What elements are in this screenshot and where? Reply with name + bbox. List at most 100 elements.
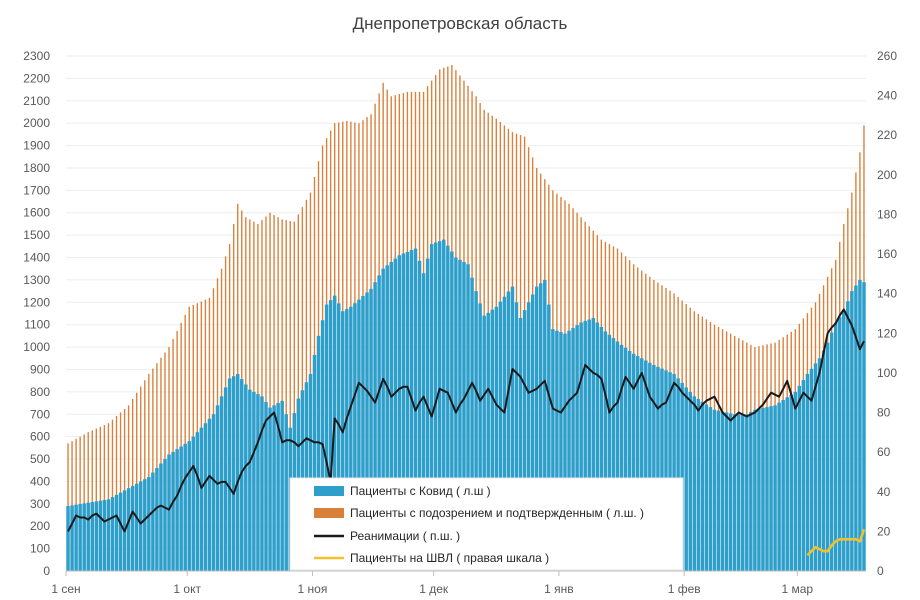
bar-covid (611, 338, 616, 571)
bar-covid (256, 394, 260, 571)
y-right-tick-label: 200 (877, 168, 897, 182)
bar-covid (514, 302, 519, 571)
bar-covid (159, 463, 163, 571)
bar-covid (664, 370, 668, 571)
y-right-tick-label: 120 (877, 326, 897, 340)
bar-covid (583, 320, 587, 571)
y-left-tick-label: 600 (30, 430, 50, 444)
bar-covid (700, 401, 705, 571)
bar-suspected (144, 380, 146, 571)
bar-suspected (297, 214, 300, 571)
bar-covid (854, 285, 858, 571)
legend: Пациенты с Ковид ( л.ш ) Пациенты с подоз… (289, 477, 684, 571)
y-left-tick-label: 300 (30, 497, 50, 511)
bar-suspected (99, 426, 102, 571)
bar-covid (599, 326, 604, 571)
bar-covid (652, 365, 656, 571)
bar-covid (429, 244, 434, 571)
bar-covid (490, 309, 494, 571)
legend-label: Реанимации ( п.ш. ) (350, 529, 460, 543)
bar-covid (70, 505, 74, 571)
bar-covid (789, 394, 793, 571)
y-left-tick-label: 1200 (23, 295, 50, 309)
bar-covid (272, 405, 276, 571)
bar-covid (187, 441, 191, 571)
bar-covid (377, 275, 381, 571)
bar-covid (147, 476, 151, 571)
bar-covid (587, 319, 591, 571)
bar-covid (797, 385, 802, 571)
bar-covid (575, 325, 579, 571)
bar-covid (98, 500, 103, 571)
y-left-tick-label: 400 (30, 474, 50, 488)
y-right-tick-label: 260 (877, 49, 897, 63)
bar-covid (454, 257, 458, 571)
bar-covid (458, 259, 462, 571)
bar-covid (595, 322, 600, 571)
bar-covid (462, 262, 466, 571)
bar-covid (134, 483, 139, 571)
y-left-tick-label: 1100 (24, 318, 50, 332)
line-icu (67, 308, 865, 533)
bar-covid (769, 406, 773, 571)
bar-covid (761, 407, 765, 571)
bar-covid (276, 403, 280, 571)
bar-covid (393, 258, 398, 571)
bar-covid (543, 279, 547, 571)
bar-covid (417, 260, 422, 571)
y-left-tick-label: 900 (30, 362, 50, 376)
bar-covid (90, 502, 94, 571)
bar-covid (373, 282, 377, 571)
bar-covid (846, 301, 850, 571)
bar-covid (215, 405, 220, 571)
bar-covid (591, 317, 596, 571)
bar-covid (260, 396, 264, 571)
bar-covid (607, 334, 612, 571)
x-tick-label: 1 ноя (298, 582, 328, 596)
bar-suspected (289, 221, 291, 571)
y-left-tick-label: 1700 (23, 183, 50, 197)
bar-covid (381, 268, 385, 571)
bar-covid (716, 410, 721, 571)
bar-covid (728, 413, 733, 571)
bar-covid (74, 504, 78, 571)
bar-covid (745, 414, 749, 571)
bar-covid (361, 296, 365, 571)
y-left-tick-label: 2100 (23, 94, 50, 108)
bar-covid (151, 472, 155, 571)
bar-covid (397, 255, 402, 572)
bar-covid (579, 322, 583, 571)
bar-suspected (95, 428, 97, 571)
bar-covid (244, 384, 248, 571)
y-left-tick-label: 1300 (23, 273, 50, 287)
bar-covid (534, 286, 539, 571)
y-left-tick-label: 1000 (23, 340, 50, 354)
bar-covid (425, 258, 430, 571)
bar-covid (175, 449, 179, 571)
bar-covid (676, 378, 680, 571)
y-left-tick-label: 700 (30, 407, 50, 421)
x-tick-label: 1 дек (419, 582, 449, 596)
x-tick-label: 1 окт (173, 582, 201, 596)
bar-covid (442, 239, 446, 571)
bar-covid (227, 378, 232, 571)
bar-covid (563, 333, 567, 571)
bar-suspected (285, 220, 287, 571)
y-right-tick-label: 100 (877, 366, 897, 380)
bar-covid (631, 353, 636, 571)
y-left-tick-label: 1400 (23, 251, 50, 265)
bar-covid (680, 382, 684, 571)
bar-suspected (136, 392, 138, 571)
bar-covid (353, 303, 357, 571)
bar-covid (130, 485, 135, 571)
bar-suspected (91, 430, 93, 571)
bar-covid (365, 292, 369, 571)
bar-covid (850, 291, 854, 571)
bar-covid (862, 282, 866, 571)
bar-covid (648, 362, 652, 571)
legend-label: Пациенты на ШВЛ ( правая шкала ) (350, 551, 549, 565)
bar-covid (753, 409, 757, 571)
bar-covid (219, 396, 224, 571)
bar-suspected (131, 399, 134, 571)
